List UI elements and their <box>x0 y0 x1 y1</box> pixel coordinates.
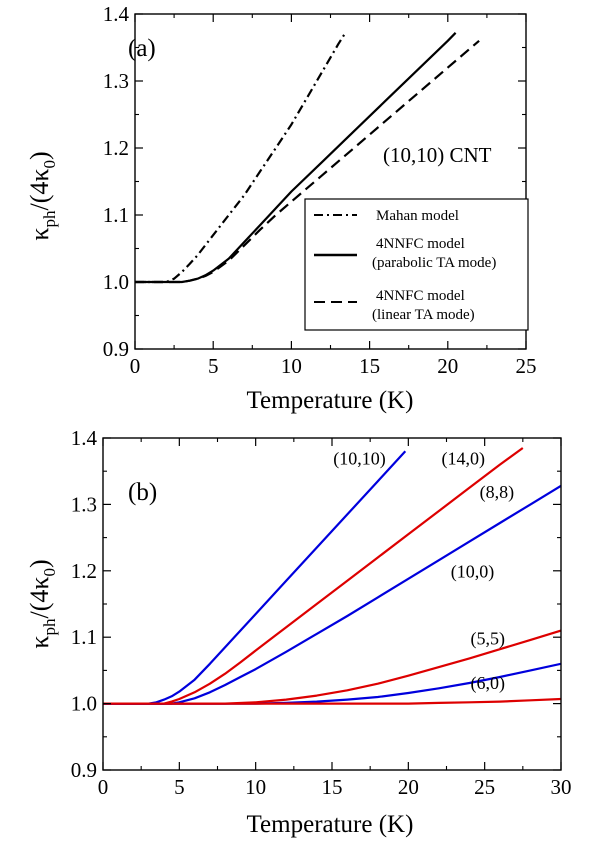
legend-mahan-label: Mahan model <box>376 208 459 224</box>
panel-b-y-tick-labels: 0.9 1.0 1.1 1.2 1.3 1.4 <box>71 426 98 782</box>
panel-b-x-axis-title: Temperature (K) <box>247 811 414 838</box>
panel-a-y-axis-title: κph/(4κ0) <box>25 151 59 240</box>
panel-a-y-tick-labels: 0.9 1.0 1.1 1.2 1.3 1.4 <box>103 2 130 361</box>
panel-a-annotation: (10,10) CNT <box>383 143 492 167</box>
y-tick-label: 1.3 <box>71 492 97 516</box>
y-tick-label: 1.0 <box>71 692 97 716</box>
panel-a-series-line-2 <box>135 39 480 284</box>
series-label: (5,5) <box>470 629 505 650</box>
panel-b-series-line-2 <box>103 484 561 705</box>
panel-a-series-line-0 <box>135 33 346 284</box>
panel-a-legend: Mahan model 4NNFC model (parabolic TA mo… <box>304 198 529 331</box>
x-tick-label: 30 <box>551 775 572 799</box>
panel-b-ticks <box>102 437 562 771</box>
x-tick-label: 10 <box>245 775 266 799</box>
y-tick-label: 1.1 <box>103 203 129 227</box>
panel-b-y-axis-title: κph/(4κ0) <box>25 559 59 648</box>
x-tick-label: 25 <box>516 354 537 378</box>
series-label: (14,0) <box>442 449 486 470</box>
x-tick-label: 5 <box>208 354 219 378</box>
y-tick-label: 1.4 <box>71 426 98 450</box>
y-tick-label: 1.0 <box>103 270 129 294</box>
legend-linear-sublabel: (linear TA mode) <box>372 307 475 323</box>
panel-b-series <box>103 447 561 705</box>
x-tick-label: 25 <box>474 775 495 799</box>
panel-b-series-labels: (10,10) (14,0) (8,8) (10,0) (5,5) (6,0) <box>333 449 514 694</box>
x-tick-label: 15 <box>322 775 343 799</box>
y-tick-label: 1.4 <box>103 2 130 26</box>
legend-parabolic-label: 4NNFC model <box>376 236 465 252</box>
y-tick-label: 0.9 <box>103 337 129 361</box>
legend-linear-label: 4NNFC model <box>376 288 465 304</box>
x-tick-label: 5 <box>174 775 185 799</box>
panel-b-series-line-3 <box>103 629 561 705</box>
panel-b: 0 5 10 15 20 25 30 0.91.01.11.21.31.4 (10,10)(… <box>25 426 572 838</box>
series-label: (8,8) <box>480 482 515 503</box>
y-tick-label: 1.3 <box>103 69 129 93</box>
series-label: (10,0) <box>451 561 495 582</box>
svg-text:κph/(4κ0): κph/(4κ0) <box>25 151 59 240</box>
x-tick-label: 20 <box>437 354 458 378</box>
x-tick-label: 0 <box>130 354 141 378</box>
svg-text:κph/(4κ0): κph/(4κ0) <box>25 559 59 648</box>
series-label: (10,10) <box>333 449 386 470</box>
panel-a: 0 5 10 15 20 25 0.9 1.0 1.1 1.2 1.3 1.4 (a) (10,10… <box>25 2 537 414</box>
panel-b-x-tick-labels: 0 5 10 15 20 25 30 <box>98 775 572 799</box>
panel-b-series-line-1 <box>103 447 524 705</box>
panel-a-ticks <box>134 13 527 350</box>
panel-b-series-line-5 <box>103 697 561 705</box>
series-label: (6,0) <box>470 673 505 694</box>
y-tick-label: 0.9 <box>71 758 97 782</box>
y-tick-label: 1.1 <box>71 625 97 649</box>
legend-box <box>304 198 529 331</box>
panel-a-x-axis-title: Temperature (K) <box>247 387 414 414</box>
panel-a-label: (a) <box>128 35 156 62</box>
panel-a-x-tick-labels: 0 5 10 15 20 25 <box>130 354 537 378</box>
x-tick-label: 15 <box>359 354 380 378</box>
y-tick-label: 1.2 <box>71 559 97 583</box>
x-tick-label: 10 <box>281 354 302 378</box>
panel-b-series-line-0 <box>103 450 407 705</box>
panel-b-label: (b) <box>128 479 157 506</box>
y-tick-label: 1.2 <box>103 136 129 160</box>
legend-parabolic-sublabel: (parabolic TA mode) <box>372 255 496 271</box>
panel-a-series <box>135 32 480 284</box>
x-tick-label: 0 <box>98 775 109 799</box>
x-tick-label: 20 <box>398 775 419 799</box>
